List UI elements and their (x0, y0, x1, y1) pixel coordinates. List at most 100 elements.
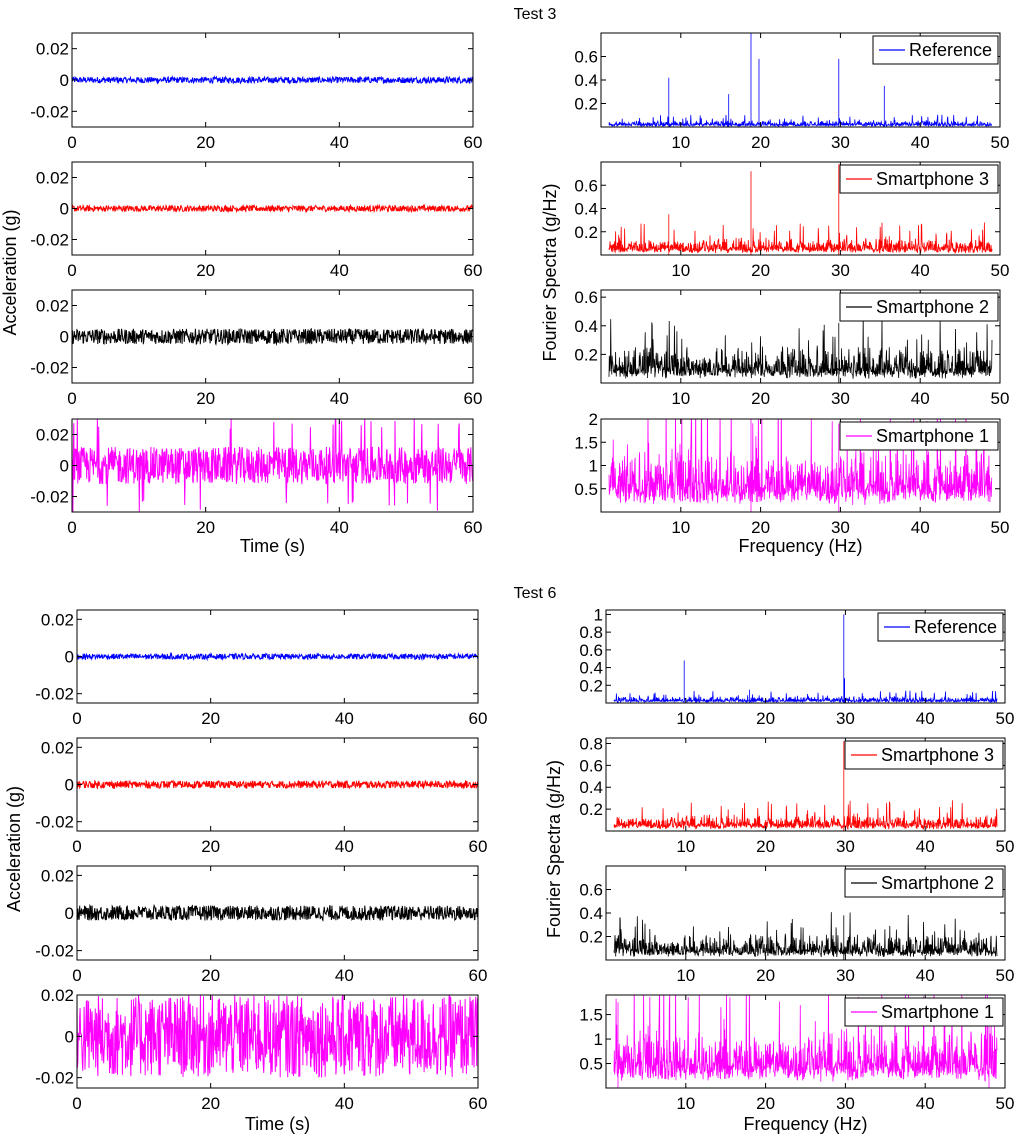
x-axis-label: Time (s) (245, 1114, 310, 1134)
y-tick-label: -0.02 (30, 231, 69, 250)
y-tick-label: 0 (60, 71, 69, 90)
y-tick-label: 0.5 (579, 1055, 603, 1074)
x-tick-label: 0 (72, 966, 81, 985)
acceleration-trace (77, 779, 478, 790)
y-tick-label: 0 (60, 328, 69, 347)
axes-frame (600, 289, 1001, 384)
smartphone-1-trace (608, 419, 993, 512)
y-tick-label: 1 (594, 1030, 603, 1049)
x-tick-label: 20 (196, 133, 215, 152)
test-title: Test 3 (514, 6, 557, 23)
y-tick-label: 0.6 (574, 176, 598, 195)
x-tick-label: 40 (911, 133, 930, 152)
acceleration-trace (72, 327, 473, 347)
x-tick-label: 30 (831, 261, 850, 280)
legend-label: Smartphone 2 (876, 297, 989, 317)
y-tick-label: 0.4 (574, 317, 598, 336)
x-tick-label: 60 (469, 837, 488, 856)
x-tick-label: 20 (196, 389, 215, 408)
y-tick-label: 0.2 (574, 95, 598, 114)
y-tick-label: 0 (65, 648, 74, 667)
smartphone-3-trace (613, 741, 998, 831)
x-tick-label: 50 (996, 966, 1015, 985)
x-tick-label: 40 (335, 1094, 354, 1113)
y-tick-label: 0.5 (574, 480, 598, 499)
x-tick-label: 30 (831, 518, 850, 537)
x-tick-label: 0 (72, 837, 81, 856)
y-tick-label: 0.2 (574, 345, 598, 364)
y-tick-label: 1 (589, 457, 598, 476)
x-tick-label: 20 (756, 837, 775, 856)
y-tick-label: 0 (65, 776, 74, 795)
y-tick-label: 1.5 (579, 1006, 603, 1025)
x-tick-label: 20 (196, 518, 215, 537)
y-axis-label: Acceleration (g) (4, 786, 24, 912)
y-tick-label: 0 (65, 904, 74, 923)
legend-label: Smartphone 3 (876, 169, 989, 189)
x-tick-label: 40 (330, 518, 349, 537)
y-tick-label: 0.4 (574, 200, 598, 219)
reference-trace (613, 614, 998, 703)
x-tick-label: 50 (991, 133, 1010, 152)
acceleration-trace (77, 903, 478, 922)
y-tick-label: -0.02 (35, 685, 74, 704)
x-tick-label: 20 (756, 1094, 775, 1113)
y-tick-label: 0.02 (41, 610, 74, 629)
x-tick-label: 60 (464, 261, 483, 280)
x-tick-label: 50 (991, 261, 1010, 280)
acceleration-trace (72, 419, 473, 512)
legend (844, 997, 1004, 1027)
x-tick-label: 40 (911, 389, 930, 408)
smartphone-3-trace (608, 164, 993, 255)
y-tick-label: 0 (60, 200, 69, 219)
x-tick-label: 40 (916, 966, 935, 985)
x-tick-label: 0 (67, 133, 76, 152)
x-tick-label: 20 (196, 261, 215, 280)
y-tick-label: 0.4 (579, 659, 603, 678)
x-tick-label: 0 (72, 1094, 81, 1113)
y-tick-label: 0.02 (41, 738, 74, 757)
y-tick-label: 0.6 (579, 641, 603, 660)
y-tick-label: 0.02 (36, 426, 69, 445)
x-tick-label: 20 (751, 518, 770, 537)
x-tick-label: 60 (464, 518, 483, 537)
y-tick-label: 1 (594, 605, 603, 624)
x-tick-label: 50 (996, 709, 1015, 728)
x-tick-label: 20 (201, 966, 220, 985)
y-tick-label: 0.02 (36, 169, 69, 188)
y-tick-label: -0.02 (35, 813, 74, 832)
x-tick-label: 10 (671, 389, 690, 408)
y-tick-label: 0.2 (579, 800, 603, 819)
acceleration-trace (72, 75, 473, 85)
x-tick-label: 0 (72, 709, 81, 728)
y-tick-label: 0.4 (579, 778, 603, 797)
x-tick-label: 40 (911, 518, 930, 537)
y-tick-label: 0.8 (579, 734, 603, 753)
y-tick-label: 0 (65, 1027, 74, 1046)
x-tick-label: 40 (916, 709, 935, 728)
x-tick-label: 60 (469, 709, 488, 728)
y-tick-label: 0.02 (36, 297, 69, 316)
y-axis-label: Fourier Spectra (g/Hz) (544, 760, 564, 938)
reference-trace (608, 33, 993, 127)
y-tick-label: -0.02 (35, 1069, 74, 1088)
x-tick-label: 10 (671, 518, 690, 537)
x-tick-label: 60 (464, 389, 483, 408)
legend-label: Smartphone 2 (881, 873, 994, 893)
x-tick-label: 40 (335, 709, 354, 728)
x-tick-label: 40 (335, 837, 354, 856)
x-tick-label: 30 (836, 1094, 855, 1113)
x-tick-label: 10 (676, 709, 695, 728)
x-tick-label: 60 (469, 1094, 488, 1113)
acceleration-trace (77, 995, 478, 1078)
x-tick-label: 30 (836, 709, 855, 728)
y-tick-label: 0.2 (579, 928, 603, 947)
axes-frame (76, 994, 479, 1089)
y-tick-label: 0 (60, 457, 69, 476)
y-tick-label: -0.02 (30, 488, 69, 507)
x-tick-label: 50 (996, 1094, 1015, 1113)
y-tick-label: 0.6 (579, 881, 603, 900)
x-tick-label: 40 (330, 261, 349, 280)
x-axis-label: Frequency (Hz) (743, 1114, 867, 1134)
